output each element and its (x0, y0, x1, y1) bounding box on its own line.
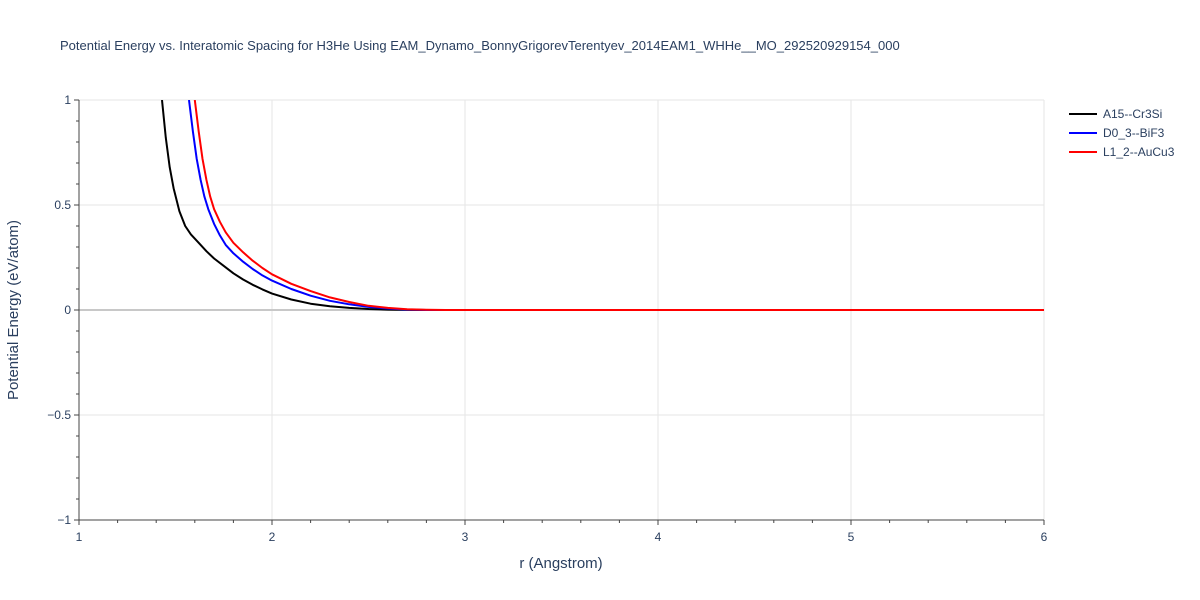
legend-item[interactable]: L1_2--AuCu3 (1069, 145, 1175, 159)
legend-label: D0_3--BiF3 (1103, 126, 1165, 140)
x-tick-label: 5 (848, 530, 855, 544)
x-tick-label: 2 (269, 530, 276, 544)
x-axis-title: r (Angstrom) (519, 555, 602, 572)
chart-title: Potential Energy vs. Interatomic Spacing… (60, 38, 900, 53)
x-tick-label: 4 (655, 530, 662, 544)
legend-label: A15--Cr3Si (1103, 107, 1162, 121)
x-tick-label: 1 (76, 530, 83, 544)
axis-layer (74, 99, 1045, 525)
series-layer[interactable] (161, 100, 1044, 311)
legend-item[interactable]: D0_3--BiF3 (1069, 126, 1165, 140)
y-axis-title: Potential Energy (eV/atom) (5, 220, 22, 400)
y-tick-label: 0.5 (54, 198, 71, 212)
y-tick-label: 1 (64, 93, 71, 107)
legend[interactable]: A15--Cr3Si D0_3--BiF3 L1_2--AuCu3 (1069, 107, 1175, 159)
y-tick-label: −1 (57, 513, 71, 527)
x-tick-label: 3 (462, 530, 469, 544)
x-tick-label: 6 (1041, 530, 1048, 544)
legend-item[interactable]: A15--Cr3Si (1069, 107, 1162, 121)
legend-label: L1_2--AuCu3 (1103, 145, 1175, 159)
y-tick-label: −0.5 (47, 408, 71, 422)
tick-label-layer: 1 2 3 4 5 6 −1 −0.5 0 0.5 1 (47, 93, 1047, 544)
y-tick-label: 0 (64, 303, 71, 317)
series-line-l1-2-aucu3[interactable] (193, 100, 1044, 311)
